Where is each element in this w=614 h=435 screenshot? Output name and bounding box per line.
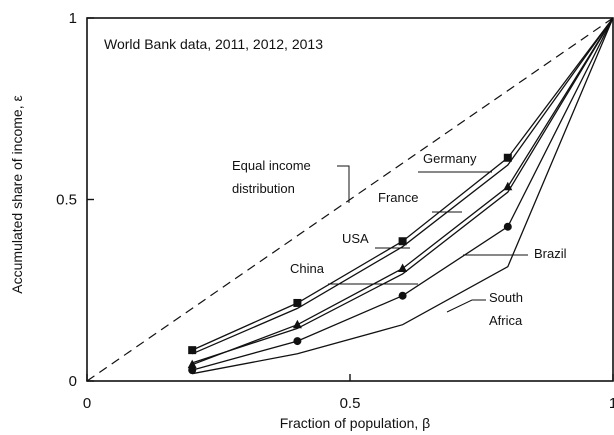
x-tick-label: 0: [83, 395, 91, 412]
x-tick-label: 1: [609, 395, 614, 412]
marker-germany: [398, 237, 407, 246]
marker-germany: [503, 153, 512, 162]
china-label: China: [290, 261, 325, 276]
south-africa-label: South: [489, 290, 523, 305]
marker-germany: [293, 298, 302, 307]
marker-brazil: [188, 366, 197, 375]
series-line-china: [191, 17, 614, 364]
usa-label: USA: [342, 231, 369, 246]
marker-usa: [187, 359, 197, 369]
series-line-south-africa: [192, 17, 614, 375]
x-tick-label: 0.5: [340, 395, 361, 412]
y-tick-label: 1: [69, 10, 77, 27]
equal-distribution-line: [86, 17, 614, 382]
x-axis-title: Fraction of population, β: [280, 415, 430, 431]
equal-distribution-leader: [337, 165, 350, 203]
brazil-label: Brazil: [534, 246, 567, 261]
y-tick-label: 0: [69, 373, 77, 390]
france-label: France: [378, 190, 418, 205]
south-africa-leader: [446, 299, 486, 313]
marker-usa: [292, 319, 302, 329]
south-africa-label: Africa: [489, 313, 523, 328]
y-tick-label: 0.5: [56, 192, 77, 209]
marker-brazil: [503, 222, 512, 231]
equal-distribution-label: distribution: [232, 181, 295, 196]
germany-label: Germany: [423, 151, 477, 166]
marker-brazil: [293, 337, 302, 346]
series-line-france: [191, 17, 614, 355]
chart-title: World Bank data, 2011, 2012, 2013: [104, 36, 323, 52]
marker-brazil: [398, 291, 407, 300]
equal-distribution-label: Equal income: [232, 158, 311, 173]
marker-usa: [398, 263, 408, 272]
y-axis-title: Accumulated share of income, ε: [9, 95, 25, 293]
marker-germany: [188, 346, 197, 355]
